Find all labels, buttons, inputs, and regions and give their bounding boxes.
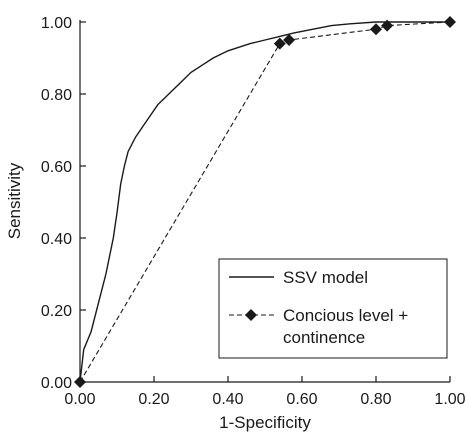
legend-conscious-label-line2: continence xyxy=(283,328,365,347)
y-tick-label-2: 0.40 xyxy=(41,231,72,248)
x-tick-label-2: 0.40 xyxy=(212,391,243,408)
y-tick-label-3: 0.60 xyxy=(41,159,72,176)
x-tick-label-3: 0.60 xyxy=(286,391,317,408)
y-tick-label-1: 0.20 xyxy=(41,303,72,320)
legend-conscious-marker xyxy=(245,309,257,321)
x-tick-label-0: 0.00 xyxy=(64,391,95,408)
series-1-point-4 xyxy=(381,19,394,32)
series-layer xyxy=(74,16,456,388)
series-1-point-2 xyxy=(283,34,296,46)
y-tick-label-4: 0.80 xyxy=(41,87,72,104)
x-tick-label-5: 1.00 xyxy=(434,391,465,408)
x-tick-label-1: 0.20 xyxy=(138,391,169,408)
series-1-point-0 xyxy=(74,376,86,388)
legend-ssv-label: SSV model xyxy=(283,268,368,287)
y-tick-label-5: 1.00 xyxy=(41,15,72,32)
series-1-point-1 xyxy=(273,37,286,50)
x-tick-label-4: 0.80 xyxy=(360,391,391,408)
series-1-point-3 xyxy=(370,23,382,36)
axes xyxy=(79,20,450,383)
y-tick-label-0: 0.00 xyxy=(41,375,72,392)
legend: SSV model Concious level + continence xyxy=(218,258,448,359)
legend-conscious-label: Concious level + continence xyxy=(283,306,413,347)
series-1-point-5 xyxy=(444,16,456,28)
ticks: 0.00 0.20 0.40 0.60 0.80 1.00 0.00 0.20 0.40 0.60… xyxy=(41,15,466,408)
series-1-line xyxy=(79,21,451,383)
x-axis-title: 1-Specificity xyxy=(219,413,311,432)
legend-box xyxy=(218,258,448,359)
legend-conscious-label-line1: Concious level + xyxy=(283,306,408,325)
y-axis-title: Sensitivity xyxy=(5,162,24,239)
series-0-line xyxy=(79,21,450,383)
